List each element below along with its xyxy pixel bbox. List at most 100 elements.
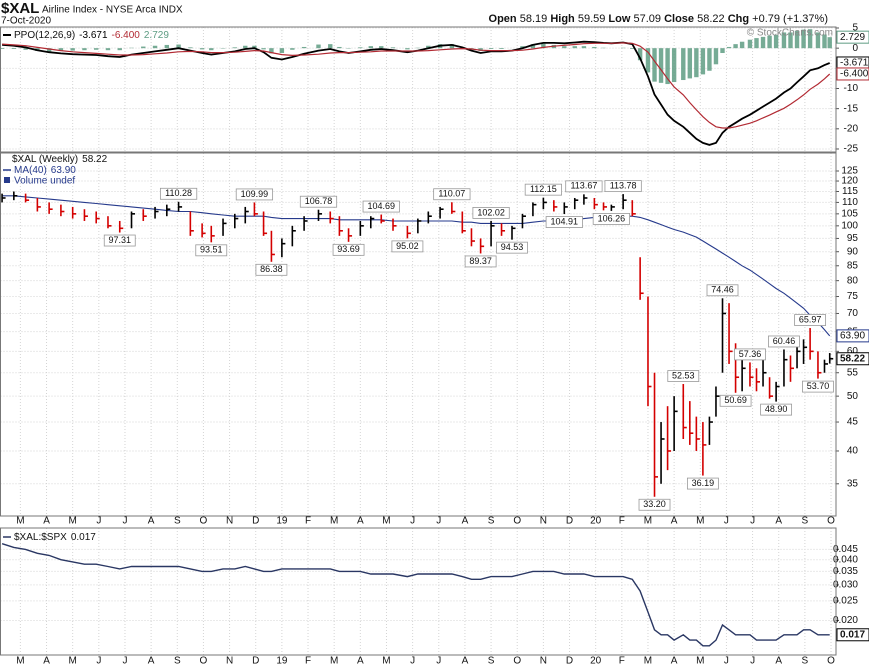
x-tick-label: M	[644, 656, 652, 666]
x-tick-label: A	[43, 516, 50, 527]
x-tick-label: A	[357, 516, 364, 527]
annotation-box	[794, 314, 827, 326]
histogram-bar	[781, 32, 787, 49]
histogram-bar	[707, 48, 712, 71]
legend: PPO(12,26,9) -3.671 -6.400 2.729	[14, 30, 169, 41]
last-value-label: 63.90	[840, 331, 865, 342]
histogram-bar	[117, 48, 122, 51]
histogram-bar	[541, 43, 546, 49]
credit: © StockCharts.com	[747, 28, 833, 39]
histogram-bar	[58, 48, 64, 51]
annotation-label: 48.90	[765, 404, 788, 414]
histogram-bar	[209, 48, 214, 51]
histogram-bar	[328, 44, 333, 49]
x-tick-label: M	[644, 516, 652, 527]
x-tick-label: M	[330, 656, 338, 666]
histogram-bar	[754, 38, 759, 49]
last-value-label: -3.671	[840, 58, 869, 69]
annotation-label: 97.31	[108, 235, 131, 245]
annotation-label: 95.02	[396, 241, 419, 251]
annotation-box	[719, 394, 752, 407]
annotation-box	[802, 380, 834, 393]
open-value: 58.19	[520, 13, 548, 25]
panel-frame	[0, 26, 837, 153]
x-tick-label: A	[671, 656, 678, 666]
y-tick-label: -10	[844, 83, 859, 94]
annotation-label: 36.19	[692, 478, 715, 488]
histogram-bar	[827, 37, 832, 49]
histogram-bar	[252, 45, 257, 49]
y-tick-label: -20	[844, 123, 859, 134]
ppo-line	[2, 42, 831, 129]
annotation-label: 53.70	[807, 381, 830, 391]
y-tick-label: 40	[847, 446, 859, 457]
annotation-box	[464, 255, 497, 268]
last-value-label-box	[836, 67, 869, 81]
low-label: Low	[608, 13, 630, 25]
high-label: High	[550, 13, 575, 25]
histogram-bar	[188, 47, 193, 49]
x-tick-label: J	[436, 516, 441, 527]
panel-frame	[0, 152, 837, 517]
histogram-bar	[70, 48, 75, 51]
annotation-label: 60.46	[773, 336, 796, 346]
annotation-box	[255, 263, 288, 276]
x-tick-label: M	[69, 516, 77, 527]
x-tick-label: D	[252, 656, 259, 666]
y-tick-label: 105	[841, 208, 858, 219]
legend-name: MA(40)	[14, 165, 47, 176]
close-label: Close	[664, 13, 694, 25]
legend-value: -3.671	[79, 30, 108, 41]
x-tick-label: O	[827, 516, 835, 527]
histogram-bar	[572, 46, 577, 49]
x-tick-label: A	[775, 516, 782, 527]
annotation-box	[496, 241, 528, 254]
legend-value: 58.22	[82, 154, 107, 165]
annotation-box	[592, 213, 630, 225]
y-tick-label: 0	[852, 43, 858, 54]
histogram-bar	[687, 48, 693, 79]
y-tick-label: 50	[847, 391, 859, 402]
x-tick-label: O	[200, 656, 208, 666]
annotation-label: 94.53	[501, 242, 524, 252]
y-tick-label: 90	[847, 246, 859, 257]
legend: $XAL (Weekly) 58.22	[12, 154, 108, 165]
legend-title: $XAL:$SPX	[14, 532, 67, 543]
y-tick-label: 0.020	[833, 615, 858, 626]
histogram-bar	[788, 32, 793, 49]
annotation-box	[734, 348, 766, 361]
last-value-label: 58.22	[840, 353, 865, 364]
histogram-bar	[390, 47, 396, 49]
x-tick-label: O	[513, 516, 521, 527]
histogram-bar	[176, 44, 181, 49]
histogram-bar	[261, 48, 266, 50]
x-tick-label: S	[174, 656, 181, 666]
last-value-label-box	[836, 30, 869, 44]
annotation-label: 110.07	[438, 189, 465, 199]
legend-title: $XAL (Weekly)	[12, 154, 78, 165]
legend-value: 0.017	[71, 532, 96, 543]
histogram-bar	[141, 46, 146, 49]
y-tick-label: 120	[841, 176, 858, 187]
histogram-bar	[665, 48, 670, 85]
x-tick-label: S	[488, 656, 495, 666]
x-tick-label: A	[462, 656, 469, 666]
histogram-bar	[316, 44, 321, 49]
symbol: $XAL	[1, 0, 39, 17]
y-tick-label: 45	[847, 417, 859, 428]
annotation-label: 65.97	[799, 314, 822, 324]
date: 7-Oct-2020	[1, 16, 51, 27]
x-tick-label: F	[305, 516, 311, 527]
histogram-bar	[301, 46, 307, 49]
x-tick-label: N	[226, 516, 233, 527]
x-tick-label: A	[462, 516, 469, 527]
last-value-label: 2.729	[840, 32, 865, 43]
annotation-label: 104.91	[551, 216, 579, 226]
histogram-bar	[807, 29, 813, 49]
y-tick-label: 5	[852, 23, 858, 34]
x-tick-label: S	[174, 516, 181, 527]
histogram-bar	[794, 30, 800, 49]
index-name: Airline Index - NYSE Arca INDX	[42, 5, 183, 16]
y-tick-label: 95	[847, 233, 859, 244]
x-tick-label: J	[410, 656, 415, 666]
